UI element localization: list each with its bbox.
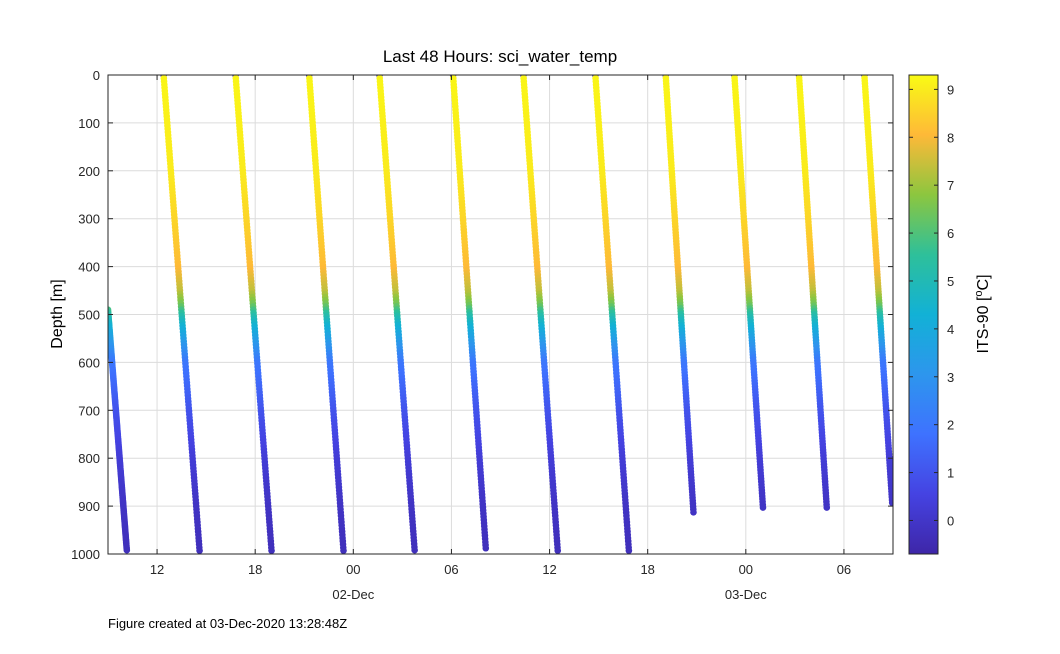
data-point (123, 546, 131, 554)
y-tick-label: 600 (78, 355, 100, 370)
colorbar-tick-label: 1 (947, 466, 954, 481)
colorbar-tick-label: 0 (947, 513, 954, 528)
y-tick-label: 800 (78, 451, 100, 466)
colorbar-tick-label: 3 (947, 370, 954, 385)
x-tick-label: 00 (346, 562, 360, 577)
data-point (690, 509, 697, 516)
data-point (268, 547, 275, 554)
grid-lines (108, 75, 893, 554)
data-point (554, 547, 562, 554)
y-tick-label: 100 (78, 116, 100, 131)
colorbar-tick-label: 7 (947, 178, 954, 193)
data-points (108, 75, 893, 554)
colorbar-label: ITS-90 [oC] (973, 274, 992, 353)
y-axis-label: Depth [m] (49, 279, 66, 348)
data-point (888, 499, 893, 507)
data-point (759, 504, 767, 511)
data-point (411, 546, 418, 554)
data-point (482, 544, 490, 552)
x-axis-ticks: 12 18 00 06 12 18 00 06 02-Dec 03-Dec (150, 75, 851, 602)
colorbar-tick-label: 5 (947, 274, 954, 289)
colorbar-tick-label: 8 (947, 130, 954, 145)
colorbar-tick-label: 9 (947, 82, 954, 97)
data-point (625, 547, 633, 554)
chart-title: Last 48 Hours: sci_water_temp (383, 47, 617, 66)
y-tick-label: 0 (93, 68, 100, 83)
data-point (340, 547, 347, 554)
x-tick-label: 06 (837, 562, 851, 577)
data-point (823, 504, 831, 511)
x-tick-label: 12 (542, 562, 556, 577)
colorbar-tick-label: 2 (947, 418, 954, 433)
colorbar-tick-label: 4 (947, 322, 954, 337)
x-tick-label: 18 (248, 562, 262, 577)
colorbar-tick-label: 6 (947, 226, 954, 241)
colorbar-ticks: 0 1 2 3 4 5 6 7 8 9 (909, 82, 954, 528)
y-axis-ticks: 0 100 200 300 400 500 600 700 800 900 1000 (71, 68, 893, 562)
x-tick-label: 00 (739, 562, 753, 577)
y-tick-label: 200 (78, 164, 100, 179)
figure-footer: Figure created at 03-Dec-2020 13:28:48Z (108, 616, 348, 631)
colorbar (908, 74, 939, 555)
x-date-label: 02-Dec (332, 587, 374, 602)
x-tick-label: 06 (444, 562, 458, 577)
x-tick-label: 12 (150, 562, 164, 577)
y-tick-label: 500 (78, 308, 100, 323)
x-date-label: 03-Dec (725, 587, 767, 602)
y-tick-label: 900 (78, 499, 100, 514)
y-tick-label: 400 (78, 260, 100, 275)
data-point (196, 547, 203, 554)
y-tick-label: 700 (78, 403, 100, 418)
y-tick-label: 1000 (71, 547, 100, 562)
y-tick-label: 300 (78, 212, 100, 227)
x-tick-label: 18 (640, 562, 654, 577)
